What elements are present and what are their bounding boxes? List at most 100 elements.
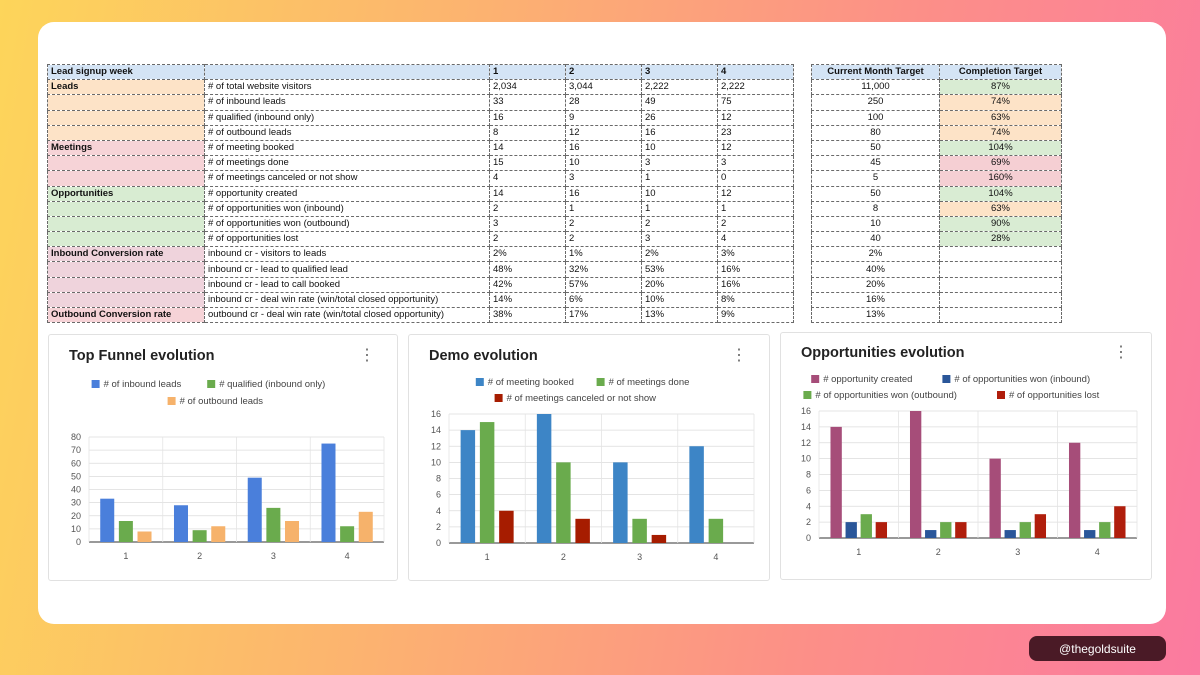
week-value-cell: 3 bbox=[565, 170, 642, 187]
completion-cell: 69% bbox=[939, 155, 1062, 172]
metric-cell: # of opportunities won (outbound) bbox=[204, 215, 490, 233]
legend-label: # of meetings canceled or not show bbox=[507, 393, 657, 404]
legend-label: # of opportunities won (inbound) bbox=[954, 374, 1090, 385]
x-tick-label: 2 bbox=[561, 552, 566, 562]
y-tick-label: 20 bbox=[71, 511, 81, 521]
week-value-cell: 3 bbox=[641, 155, 718, 172]
header-cell: Current Month Target bbox=[811, 63, 940, 81]
week-value-cell: 16% bbox=[717, 261, 794, 278]
bar bbox=[830, 426, 842, 538]
table-row: Inbound Conversion rate inbound cr - visi… bbox=[47, 246, 794, 263]
week-value-cell: 20% bbox=[641, 276, 718, 293]
target-row: 8 63% bbox=[811, 200, 1062, 217]
completion-cell: 74% bbox=[939, 94, 1062, 111]
target-cell: 8 bbox=[811, 200, 940, 217]
bar bbox=[1034, 514, 1047, 538]
x-tick-label: 2 bbox=[197, 551, 202, 561]
week-value-cell: 12 bbox=[717, 185, 794, 202]
legend-label: # of meetings done bbox=[609, 377, 690, 388]
week-value-cell: 3 bbox=[489, 215, 566, 233]
metric-cell: inbound cr - lead to call booked bbox=[204, 276, 490, 293]
week-value-cell: 2% bbox=[641, 246, 718, 263]
row-group-cell bbox=[47, 200, 205, 217]
y-tick-label: 16 bbox=[431, 409, 441, 419]
week-value-cell: 4 bbox=[717, 231, 794, 248]
target-row: 10 90% bbox=[811, 215, 1062, 233]
legend-swatch bbox=[475, 378, 484, 386]
target-cell: 45 bbox=[811, 155, 940, 172]
completion-cell: 160% bbox=[939, 170, 1062, 187]
week-value-cell: 2 bbox=[565, 231, 642, 248]
table-row: Leads # of total website visitors 2,034 3,0… bbox=[47, 79, 794, 96]
y-tick-label: 0 bbox=[806, 533, 811, 543]
y-tick-label: 10 bbox=[431, 457, 441, 467]
more-options-icon[interactable]: ⋮ bbox=[1113, 344, 1129, 361]
more-options-icon[interactable]: ⋮ bbox=[731, 347, 747, 364]
header-cell: 1 bbox=[489, 63, 566, 81]
bar bbox=[1068, 442, 1081, 538]
bar bbox=[845, 522, 857, 538]
metric-cell: # of meeting booked bbox=[204, 139, 490, 157]
legend-swatch bbox=[596, 378, 605, 386]
table-header-row: Lead signup week 1 2 3 4 bbox=[47, 63, 794, 81]
row-group-cell bbox=[47, 155, 205, 172]
completion-cell: 104% bbox=[939, 185, 1062, 202]
week-value-cell: 8 bbox=[489, 124, 566, 141]
legend-swatch bbox=[91, 380, 100, 388]
y-tick-label: 30 bbox=[71, 498, 81, 508]
x-tick-label: 3 bbox=[637, 552, 642, 562]
week-value-cell: 32% bbox=[565, 261, 642, 278]
y-tick-label: 80 bbox=[71, 432, 81, 442]
table-row: # of meetings done 15 10 3 3 bbox=[47, 155, 794, 172]
completion-cell bbox=[939, 291, 1062, 309]
week-value-cell: 1% bbox=[565, 246, 642, 263]
x-tick-label: 3 bbox=[1015, 547, 1020, 557]
completion-cell: 74% bbox=[939, 124, 1062, 141]
metric-cell: # of opportunities won (inbound) bbox=[204, 200, 490, 217]
legend-swatch bbox=[942, 375, 951, 383]
legend-swatch bbox=[494, 394, 503, 402]
legend-label: # of opportunities won (outbound) bbox=[815, 390, 957, 401]
target-cell: 40 bbox=[811, 231, 940, 248]
target-row: 250 74% bbox=[811, 94, 1062, 111]
metric-cell: # of meetings canceled or not show bbox=[204, 170, 490, 187]
week-value-cell: 42% bbox=[489, 276, 566, 293]
completion-cell: 90% bbox=[939, 215, 1062, 233]
chart-plot: # of inbound leads # qualified (inbound o… bbox=[71, 379, 385, 561]
bar bbox=[909, 411, 922, 538]
week-value-cell: 2 bbox=[489, 200, 566, 217]
week-value-cell: 2,222 bbox=[641, 79, 718, 96]
week-value-cell: 16 bbox=[641, 124, 718, 141]
chart-plot: # opportunity created # of opportunities … bbox=[801, 374, 1138, 557]
week-value-cell: 12 bbox=[717, 109, 794, 126]
row-group-cell bbox=[47, 94, 205, 111]
row-group-cell bbox=[47, 261, 205, 278]
week-value-cell: 49 bbox=[641, 94, 718, 111]
header-cell: Lead signup week bbox=[47, 63, 205, 81]
metric-cell: # of inbound leads bbox=[204, 94, 490, 111]
y-tick-label: 10 bbox=[801, 454, 811, 464]
metric-cell: outbound cr - deal win rate (win/total c… bbox=[204, 306, 490, 324]
completion-cell: 28% bbox=[939, 231, 1062, 248]
week-value-cell: 6% bbox=[565, 291, 642, 309]
bar bbox=[1004, 530, 1016, 538]
y-tick-label: 12 bbox=[801, 438, 811, 448]
week-value-cell: 3% bbox=[717, 246, 794, 263]
row-group-cell bbox=[47, 170, 205, 187]
completion-cell bbox=[939, 276, 1062, 293]
y-tick-label: 0 bbox=[76, 537, 81, 547]
metric-cell: # of meetings done bbox=[204, 155, 490, 172]
target-cell: 13% bbox=[811, 306, 940, 324]
y-tick-label: 6 bbox=[806, 485, 811, 495]
more-options-icon[interactable]: ⋮ bbox=[359, 347, 375, 364]
metric-cell: inbound cr - deal win rate (win/total cl… bbox=[204, 291, 490, 309]
table-row: # qualified (inbound only) 16 9 26 12 bbox=[47, 109, 794, 126]
table-row: # of inbound leads 33 28 49 75 bbox=[47, 94, 794, 111]
header-cell bbox=[204, 63, 490, 81]
legend-label: # of inbound leads bbox=[104, 379, 182, 390]
week-value-cell: 2,222 bbox=[717, 79, 794, 96]
bar bbox=[1084, 530, 1096, 538]
bar bbox=[556, 462, 571, 543]
legend-swatch bbox=[167, 397, 176, 405]
legend-swatch bbox=[997, 391, 1005, 399]
